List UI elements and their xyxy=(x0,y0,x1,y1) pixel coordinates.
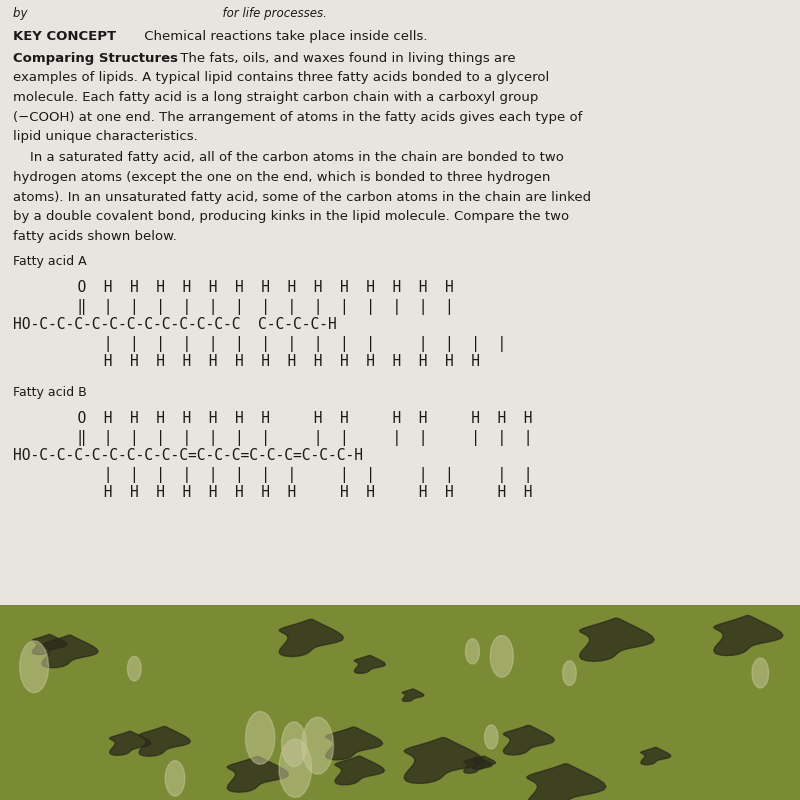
Polygon shape xyxy=(127,656,141,681)
Polygon shape xyxy=(354,655,386,674)
Text: HO-C-C-C-C-C-C-C-C-C-C-C-C  C-C-C-C-H: HO-C-C-C-C-C-C-C-C-C-C-C-C C-C-C-C-H xyxy=(13,317,337,332)
Polygon shape xyxy=(526,764,606,800)
Text: H  H  H  H  H  H  H  H  H  H  H  H  H  H  H: H H H H H H H H H H H H H H H xyxy=(60,354,480,369)
Text: examples of lipids. A typical lipid contains three fatty acids bonded to a glyce: examples of lipids. A typical lipid cont… xyxy=(13,71,550,85)
Polygon shape xyxy=(473,756,495,770)
Polygon shape xyxy=(32,634,67,654)
Text: by                                                    for life processes.: by for life processes. xyxy=(13,7,327,20)
Text: ‖  |  |  |  |  |  |  |  |  |  |  |  |  |  |: ‖ | | | | | | | | | | | | | | xyxy=(60,298,454,314)
Polygon shape xyxy=(404,738,483,783)
Text: fatty acids shown below.: fatty acids shown below. xyxy=(13,230,177,242)
Polygon shape xyxy=(279,619,343,657)
Polygon shape xyxy=(227,757,289,792)
Text: by a double covalent bond, producing kinks in the lipid molecule. Compare the tw: by a double covalent bond, producing kin… xyxy=(13,210,569,223)
Polygon shape xyxy=(110,731,151,755)
Polygon shape xyxy=(42,635,98,668)
Polygon shape xyxy=(485,725,498,749)
Polygon shape xyxy=(464,757,492,774)
Text: In a saturated fatty acid, all of the carbon atoms in the chain are bonded to tw: In a saturated fatty acid, all of the ca… xyxy=(13,151,564,165)
Text: Comparing Structures: Comparing Structures xyxy=(13,52,178,65)
Text: H  H  H  H  H  H  H  H     H  H     H  H     H  H: H H H H H H H H H H H H H H xyxy=(60,485,533,500)
Text: molecule. Each fatty acid is a long straight carbon chain with a carboxyl group: molecule. Each fatty acid is a long stra… xyxy=(13,91,538,104)
Text: Fatty acid B: Fatty acid B xyxy=(13,386,86,399)
Polygon shape xyxy=(562,661,576,686)
Polygon shape xyxy=(490,635,514,678)
Polygon shape xyxy=(579,618,654,662)
Bar xyxy=(0,605,800,800)
Polygon shape xyxy=(714,615,783,655)
Polygon shape xyxy=(326,727,382,760)
Text: O  H  H  H  H  H  H  H     H  H     H  H     H  H  H: O H H H H H H H H H H H H H H xyxy=(60,411,533,426)
Text: KEY CONCEPT: KEY CONCEPT xyxy=(13,30,116,43)
Polygon shape xyxy=(641,747,670,765)
Text: Fatty acid A: Fatty acid A xyxy=(13,255,86,268)
Text: lipid unique characteristics.: lipid unique characteristics. xyxy=(13,130,198,143)
Polygon shape xyxy=(166,761,185,796)
Text: (−COOH) at one end. The arrangement of atoms in the fatty acids gives each type : (−COOH) at one end. The arrangement of a… xyxy=(13,110,582,123)
Text: hydrogen atoms (except the one on the end, which is bonded to three hydrogen: hydrogen atoms (except the one on the en… xyxy=(13,171,550,184)
Polygon shape xyxy=(402,689,424,702)
Polygon shape xyxy=(139,726,190,756)
Polygon shape xyxy=(302,717,334,774)
Text: Chemical reactions take place inside cells.: Chemical reactions take place inside cel… xyxy=(140,30,427,43)
Text: HO-C-C-C-C-C-C-C-C-C=C-C-C=C-C-C=C-C-C-H: HO-C-C-C-C-C-C-C-C-C=C-C-C=C-C-C=C-C-C-H xyxy=(13,448,363,463)
Polygon shape xyxy=(752,658,769,688)
Polygon shape xyxy=(282,722,306,766)
Text: ‖  |  |  |  |  |  |  |     |  |     |  |     |  |  |: ‖ | | | | | | | | | | | | | | xyxy=(60,430,533,446)
Text: |  |  |  |  |  |  |  |  |  |  |     |  |  |  |: | | | | | | | | | | | | | | | xyxy=(60,335,506,351)
Bar xyxy=(0,0,800,608)
Text: The fats, oils, and waxes found in living things are: The fats, oils, and waxes found in livin… xyxy=(176,52,516,65)
Polygon shape xyxy=(279,739,312,798)
Text: atoms). In an unsaturated fatty acid, some of the carbon atoms in the chain are : atoms). In an unsaturated fatty acid, so… xyxy=(13,190,591,203)
Text: O  H  H  H  H  H  H  H  H  H  H  H  H  H  H: O H H H H H H H H H H H H H H xyxy=(60,280,454,295)
Polygon shape xyxy=(246,711,275,764)
Polygon shape xyxy=(466,638,479,664)
Text: |  |  |  |  |  |  |  |     |  |     |  |     |  |: | | | | | | | | | | | | | | xyxy=(60,466,533,482)
Polygon shape xyxy=(503,726,554,755)
Polygon shape xyxy=(20,641,49,693)
Polygon shape xyxy=(335,756,385,785)
